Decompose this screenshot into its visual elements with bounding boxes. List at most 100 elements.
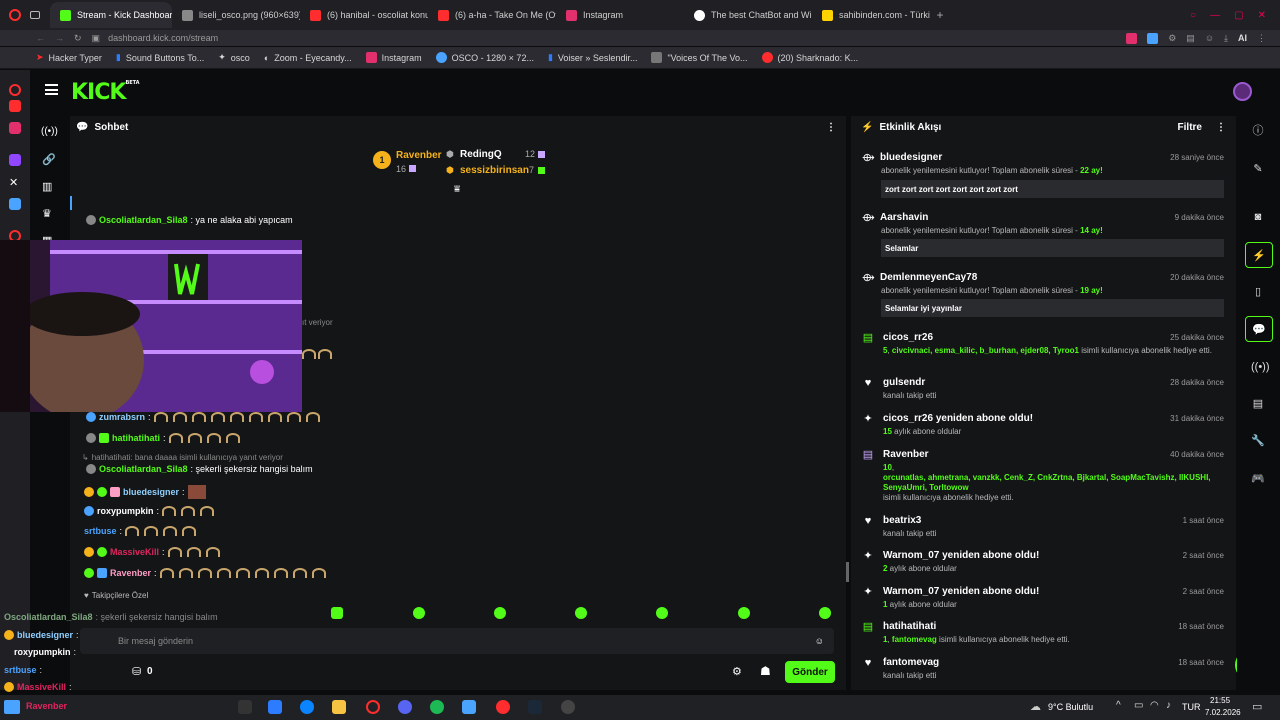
camera-icon[interactable]: ◙ bbox=[1254, 211, 1262, 223]
tab-sahibinden[interactable]: sahibinden.com - Türkiye' bbox=[812, 2, 930, 28]
more-menu-icon[interactable]: ⋮ bbox=[1257, 32, 1266, 43]
wifi-icon[interactable]: ◠ bbox=[1150, 700, 1159, 711]
bookmark-voiser[interactable]: ▮ Voiser » Seslendir... bbox=[547, 52, 638, 63]
emote-quick-icon[interactable] bbox=[331, 607, 343, 619]
wallet-icon[interactable]: ▤ bbox=[1186, 32, 1195, 43]
x-icon[interactable]: ✕ bbox=[9, 177, 19, 189]
kick-logo[interactable]: KICKBETA bbox=[71, 80, 140, 105]
emote-quick-icon[interactable] bbox=[413, 607, 425, 619]
chart-icon[interactable]: ▥ bbox=[42, 181, 53, 193]
layout-icon[interactable]: ▤ bbox=[1252, 398, 1264, 410]
bookmark-zoom[interactable]: ◐ Zoom - Eyecandy... bbox=[263, 52, 352, 63]
leaderboard-name-3[interactable]: sessizbirinsan bbox=[460, 165, 529, 176]
tab-chatbot[interactable]: The best ChatBot and Wi bbox=[684, 2, 812, 28]
maximize-icon[interactable]: ▢ bbox=[1234, 9, 1244, 21]
emote-quick-icon[interactable] bbox=[656, 607, 668, 619]
emoji-icon[interactable]: ☺ bbox=[814, 636, 824, 646]
activity-event[interactable]: ✦ cicos_rr26 yeniden abone oldu! 31 daki… bbox=[863, 413, 1224, 436]
bookmark-hacker-typer[interactable]: ➤ Hacker Typer bbox=[36, 52, 102, 63]
tab-youtube-hanibal[interactable]: (6) hanibal - oscoliat konu bbox=[300, 2, 428, 28]
emote-quick-icon[interactable] bbox=[494, 607, 506, 619]
download-icon[interactable]: ⤓ bbox=[1224, 32, 1228, 43]
bookmark-sharknado[interactable]: (20) Sharknado: K... bbox=[761, 52, 858, 63]
send-button[interactable]: Gönder bbox=[785, 661, 835, 683]
bookmark-osco[interactable]: ✦ osco bbox=[218, 52, 250, 63]
close-icon[interactable]: ✕ bbox=[1257, 9, 1266, 21]
task-view-icon[interactable] bbox=[238, 700, 252, 714]
pencil-icon[interactable]: ✎ bbox=[1253, 163, 1263, 175]
edge-icon[interactable] bbox=[300, 700, 314, 714]
document-icon[interactable]: ▯ bbox=[1254, 286, 1262, 298]
file-icon[interactable] bbox=[268, 700, 282, 714]
activity-event[interactable]: ⟴ bluedesigner 28 saniye önce abonelik y… bbox=[862, 152, 1226, 202]
activity-event[interactable]: ⟴ DemlenmeyenCay78 20 dakika önce abonel… bbox=[862, 272, 1226, 322]
language-indicator[interactable]: TUR bbox=[1182, 702, 1201, 712]
collapse-icon[interactable]: ⩸ bbox=[454, 184, 461, 195]
forward-icon[interactable]: → bbox=[55, 33, 64, 43]
clock-date[interactable]: 7.02.2026 bbox=[1205, 708, 1241, 717]
network-icon[interactable]: ▭ bbox=[1134, 700, 1144, 711]
hamburger-menu-icon[interactable] bbox=[45, 84, 58, 95]
opera-gx-icon[interactable] bbox=[366, 700, 380, 714]
link-icon[interactable]: 🔗 bbox=[42, 154, 56, 166]
weather-text[interactable]: 9°C Bulutlu bbox=[1048, 702, 1094, 712]
settings-icon[interactable]: ⚙ bbox=[732, 666, 742, 678]
vk-icon[interactable] bbox=[9, 198, 21, 210]
opera-icon[interactable] bbox=[496, 700, 510, 714]
back-icon[interactable]: ← bbox=[36, 33, 45, 43]
bot-icon[interactable]: ☗ bbox=[760, 664, 771, 678]
broadcast-icon[interactable]: ((•)) bbox=[1251, 361, 1270, 373]
translate-icon[interactable] bbox=[1147, 32, 1159, 44]
opera-icon[interactable] bbox=[9, 84, 21, 96]
extensions-icon[interactable]: ⚙ bbox=[1168, 32, 1177, 43]
steam-icon[interactable] bbox=[528, 700, 542, 714]
bookmark-sound-buttons[interactable]: ▮ Sound Buttons To... bbox=[115, 52, 205, 63]
notifications-icon[interactable]: ▭ bbox=[1252, 701, 1263, 713]
messenger-icon[interactable] bbox=[9, 100, 21, 112]
profile-icon[interactable]: ☺ bbox=[1204, 33, 1215, 43]
activity-event[interactable]: ♥ fantomevag 18 saat önce kanalı takip e… bbox=[862, 657, 1226, 687]
emote-quick-icon[interactable] bbox=[819, 607, 831, 619]
obs-icon[interactable] bbox=[561, 700, 575, 714]
tab-youtube-aha[interactable]: (6) a-ha - Take On Me (Offi bbox=[428, 2, 556, 28]
bookmark-instagram[interactable]: Instagram bbox=[365, 52, 422, 63]
discord-icon[interactable] bbox=[398, 700, 412, 714]
trophy-icon[interactable]: ♛ bbox=[42, 208, 52, 220]
tab-image[interactable]: liseli_osco.png (960×639) bbox=[172, 2, 300, 28]
bookmark-voices[interactable]: "Voices Of The Vo... bbox=[651, 52, 748, 63]
folder-icon[interactable] bbox=[332, 700, 346, 714]
filter-button[interactable]: Filtre bbox=[1177, 121, 1202, 133]
url-field[interactable]: dashboard.kick.com/stream bbox=[108, 33, 219, 43]
emote-quick-icon[interactable] bbox=[738, 607, 750, 619]
activity-event[interactable]: ♥ gulsendr 28 dakika önce kanalı takip e… bbox=[862, 377, 1226, 407]
activity-event[interactable]: ▤ Ravenber 40 dakika önce 10, orcunatlas,… bbox=[862, 449, 1224, 502]
leaderboard-name-2[interactable]: RedingQ bbox=[460, 149, 502, 160]
activity-event[interactable]: ⟴ Aarshavin 9 dakika önce abonelik yenil… bbox=[862, 212, 1226, 262]
ai-button[interactable]: AI bbox=[1238, 33, 1247, 43]
activity-event[interactable]: ♥ beatrix3 1 saat önce kanalı takip etti bbox=[862, 515, 1226, 545]
clock-time[interactable]: 21:55 bbox=[1210, 696, 1231, 705]
new-tab-icon[interactable]: + bbox=[936, 8, 944, 22]
chevron-up-icon[interactable]: ^ bbox=[1116, 700, 1121, 711]
chat-button[interactable]: 💬 bbox=[1245, 316, 1273, 342]
activity-event[interactable]: ▤ cicos_rr26 25 dakika önce 5, civcivnac… bbox=[862, 332, 1224, 355]
spotify-icon[interactable] bbox=[430, 700, 444, 714]
activity-event[interactable]: ✦ Warnom_07 yeniden abone oldu! 2 saat ö… bbox=[863, 586, 1224, 609]
windows-start-icon[interactable] bbox=[4, 700, 20, 714]
emote-quick-icon[interactable] bbox=[575, 607, 587, 619]
bookmark-osco-image[interactable]: OSCO - 1280 × 72... bbox=[435, 52, 534, 63]
chat-scrollbar[interactable] bbox=[846, 562, 849, 582]
tab-instagram[interactable]: Instagram bbox=[556, 2, 684, 28]
app-icon[interactable] bbox=[462, 700, 476, 714]
avatar[interactable] bbox=[1233, 82, 1252, 101]
activity-lightning-button[interactable]: ⚡ bbox=[1245, 242, 1273, 268]
activity-event[interactable]: ▤ hatihatihati 18 saat önce 1, fantomeva… bbox=[862, 621, 1224, 644]
info-icon[interactable]: ⓘ bbox=[1252, 125, 1264, 137]
workspaces-icon[interactable] bbox=[30, 8, 50, 22]
reload-icon[interactable]: ↻ bbox=[74, 32, 82, 43]
activity-event[interactable]: ✦ Warnom_07 yeniden abone oldu! 2 saat ö… bbox=[863, 550, 1224, 573]
chat-menu-icon[interactable]: ⋮ bbox=[826, 121, 836, 133]
tab-kick-dashboard[interactable]: Stream - Kick Dashboard bbox=[50, 2, 172, 28]
minimize-icon[interactable]: — bbox=[1210, 9, 1221, 21]
browser-menu-icon[interactable] bbox=[0, 0, 30, 30]
